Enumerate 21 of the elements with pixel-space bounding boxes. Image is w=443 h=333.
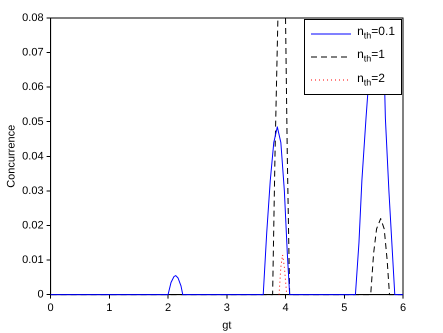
y-tick-label: 0.03 bbox=[22, 184, 44, 197]
y-axis-title: Concurrence bbox=[6, 124, 18, 188]
x-tick-label: 6 bbox=[400, 302, 406, 314]
legend-label: n$_{th}$=2 bbox=[357, 70, 385, 90]
x-axis-title: gt bbox=[222, 319, 232, 332]
x-tick-label: 1 bbox=[106, 302, 112, 314]
x-tick-label: 3 bbox=[224, 302, 230, 314]
x-tick-label: 4 bbox=[282, 302, 289, 314]
x-tick-label: 2 bbox=[165, 302, 172, 314]
legend-label: n$_{th}$=0.1 bbox=[357, 23, 395, 42]
x-tick-label: 5 bbox=[341, 302, 348, 314]
legend-label: n$_{th}$=1 bbox=[357, 46, 385, 66]
y-tick-label: 0.01 bbox=[22, 254, 44, 266]
y-tick-label: 0.08 bbox=[22, 12, 44, 24]
y-tick-label: 0.05 bbox=[22, 116, 44, 128]
x-tick-label: 0 bbox=[48, 302, 54, 314]
y-tick-label: 0.07 bbox=[22, 46, 44, 59]
y-tick-label: 0 bbox=[37, 288, 44, 301]
y-tick-label: 0.06 bbox=[22, 81, 44, 94]
y-tick-label: 0.02 bbox=[22, 219, 44, 232]
y-tick-label: 0.04 bbox=[22, 150, 44, 162]
